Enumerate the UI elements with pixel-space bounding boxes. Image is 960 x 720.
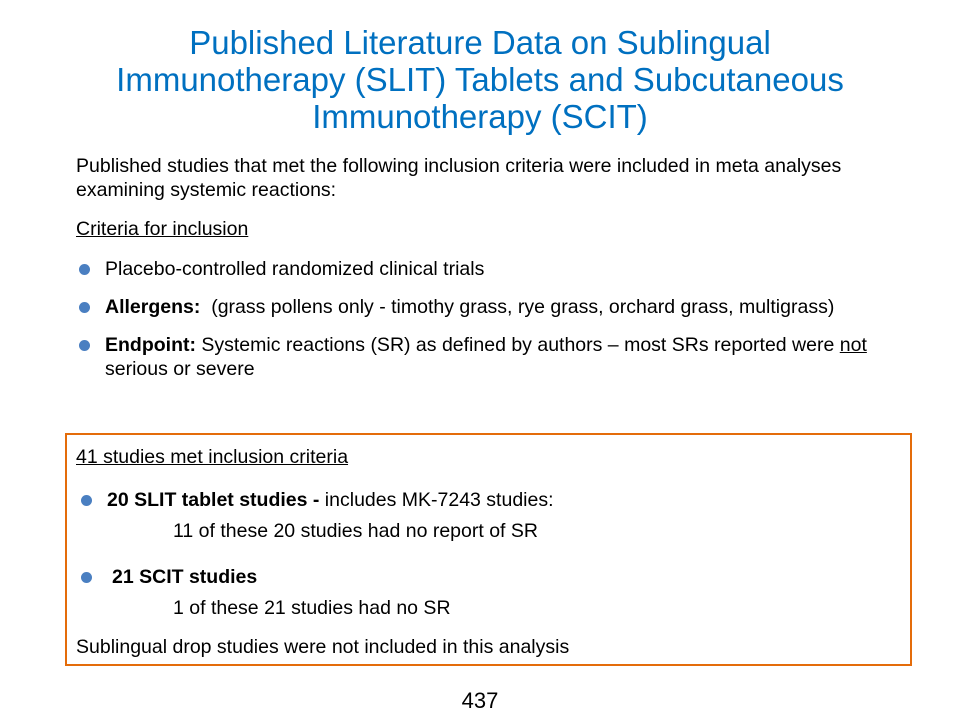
intro-paragraph: Published studies that met the following… <box>76 154 896 202</box>
slit-studies-text: includes MK-7243 studies: <box>319 489 554 511</box>
criteria-item-text-end: serious or severe <box>105 358 255 380</box>
bullet-dot-icon <box>79 340 90 351</box>
studies-box: 41 studies met inclusion criteria 20 SLI… <box>65 433 912 666</box>
criteria-item-text: Systemic reactions (SR) as defined by au… <box>195 334 840 356</box>
bullet-dot-icon <box>81 495 92 506</box>
title-line-1: Published Literature Data on Sublingual <box>189 24 771 61</box>
criteria-item-label: Allergens: <box>105 296 201 318</box>
criteria-item-trials: Placebo-controlled randomized clinical t… <box>76 257 906 281</box>
studies-box-heading: 41 studies met inclusion criteria <box>76 446 349 468</box>
scit-studies-item: 21 SCIT studies 1 of these 21 studies ha… <box>76 565 887 620</box>
criteria-item-allergens: Allergens: (grass pollens only - timothy… <box>76 295 906 319</box>
intro-text: Published studies that met the following… <box>76 155 842 201</box>
scit-studies-sub: 1 of these 21 studies had no SR <box>173 597 451 619</box>
slit-studies-label: 20 SLIT tablet studies - <box>107 489 320 511</box>
criteria-item-emphasis: not <box>839 334 867 356</box>
bullet-dot-icon <box>81 572 92 583</box>
slit-studies-item: 20 SLIT tablet studies - includes MK-724… <box>76 488 887 543</box>
bullet-dot-icon <box>79 264 90 275</box>
studies-box-footer: Sublingual drop studies were not include… <box>76 636 570 658</box>
slit-studies-sub: 11 of these 20 studies had no report of … <box>173 520 538 542</box>
slide-title: Published Literature Data on Sublingual … <box>40 24 920 135</box>
page-number: 437 <box>461 688 499 713</box>
criteria-heading: Criteria for inclusion <box>76 218 249 240</box>
bullet-dot-icon <box>79 302 90 313</box>
title-line-3: Immunotherapy (SCIT) <box>312 98 648 135</box>
criteria-item-text: (grass pollens only - timothy grass, rye… <box>200 296 835 318</box>
title-line-2: Immunotherapy (SLIT) Tablets and Subcuta… <box>116 61 844 98</box>
criteria-item-endpoint: Endpoint: Systemic reactions (SR) as def… <box>76 333 906 381</box>
criteria-item-label: Endpoint: <box>105 334 196 356</box>
criteria-item-text: Placebo-controlled randomized clinical t… <box>105 258 485 280</box>
scit-studies-label: 21 SCIT studies <box>112 566 258 588</box>
criteria-list: Placebo-controlled randomized clinical t… <box>76 257 906 381</box>
